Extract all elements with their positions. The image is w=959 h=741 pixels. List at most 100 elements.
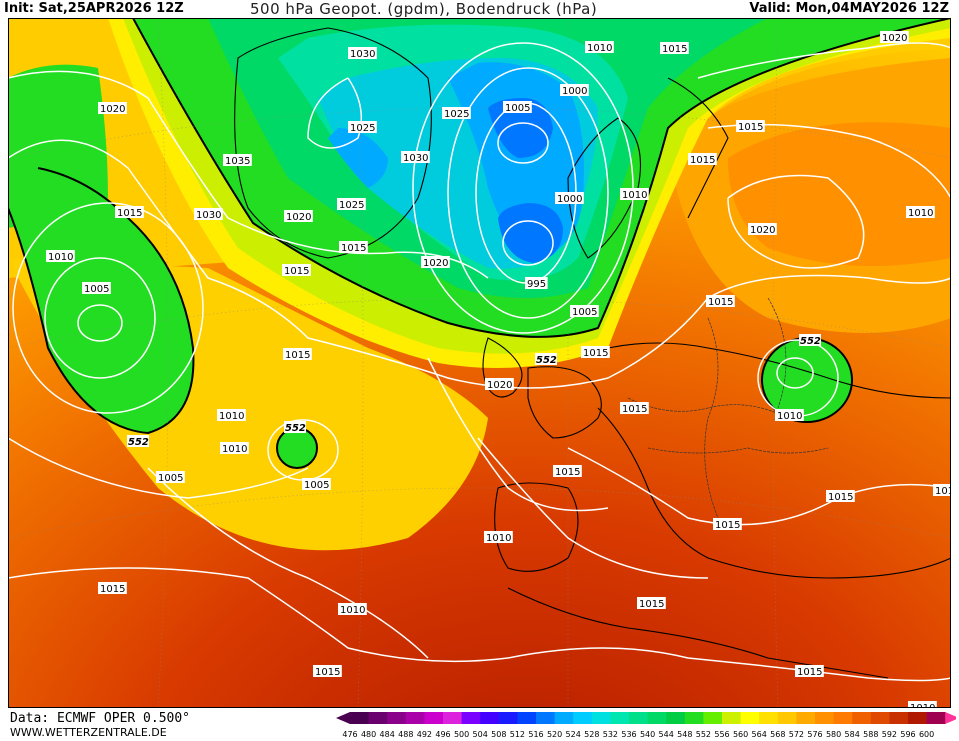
- isobar-label: 1020: [423, 258, 448, 269]
- legend-tick-label: 508: [491, 730, 506, 739]
- geopotential-label: 552: [128, 437, 149, 448]
- legend-tick-label: 552: [696, 730, 711, 739]
- teal-blob-west: [328, 128, 388, 188]
- legend-ticks: 476 480 484 488 492 496 500 504 508 512 516 520 524 5…: [342, 730, 934, 739]
- country-borders: [627, 297, 829, 519]
- geopotential-label-box: [799, 334, 821, 346]
- legend-swatch: [350, 712, 370, 724]
- geopotential-labels: 552 552 552 552: [127, 334, 821, 448]
- isobar-label: 1030: [350, 49, 375, 60]
- isobar-label-box: [933, 484, 951, 496]
- legend-swatch: [889, 712, 909, 724]
- isobar-label-box: [570, 305, 599, 317]
- isobar-label: 1025: [350, 123, 375, 134]
- isobar-label-box: [46, 250, 75, 262]
- isobar-label-box: [908, 701, 937, 708]
- legend-tick-label: 488: [398, 730, 413, 739]
- isobar-label: 1020: [882, 33, 907, 44]
- isobar-label: 1010: [219, 411, 244, 422]
- isobar-label: 1000: [562, 86, 587, 97]
- isobar-label-box: [736, 120, 765, 132]
- geopotential-label-box: [284, 421, 306, 433]
- isobar-label-box: [156, 471, 185, 483]
- isobar-label-box: [348, 47, 377, 59]
- isobar-label: 1010: [587, 43, 612, 54]
- isobar-label-box: [637, 597, 666, 609]
- isobar-label-box: [115, 206, 144, 218]
- isobar-label-box: [880, 31, 909, 43]
- isobar-label: 1015: [797, 667, 822, 678]
- legend-tick-label: 532: [603, 730, 618, 739]
- legend-swatch: [573, 712, 593, 724]
- legend-swatch: [387, 712, 407, 724]
- isobar-label-box: [223, 154, 252, 166]
- map-footer: Data: ECMWF OPER 0.500° WWW.WETTERZENTRA…: [10, 712, 190, 740]
- data-source: Data: ECMWF OPER 0.500°: [10, 711, 191, 726]
- isobar-label-box: [220, 442, 249, 454]
- legend-tick-label: 584: [845, 730, 860, 739]
- geopotential-contour-552: [132, 18, 951, 338]
- map-title: 500 hPa Geopot. (gpdm), Bodendruck (hPa): [250, 0, 598, 18]
- isobar-label: 1020: [487, 380, 512, 391]
- isobar-label: 1025: [339, 200, 364, 211]
- legend-tick-label: 568: [770, 730, 785, 739]
- isobar-label-box: [581, 346, 610, 358]
- isobar-label: 1015: [639, 599, 664, 610]
- geopotential-label: 552: [800, 336, 821, 347]
- legend-swatch: [777, 712, 797, 724]
- isobar-label: 1030: [196, 210, 221, 221]
- legend-tick-label: 528: [584, 730, 599, 739]
- legend-tick-label: 512: [510, 730, 525, 739]
- isobar-label: 1015: [662, 44, 687, 55]
- map-header: Init: Sat,25APR2026 12Z 500 hPa Geopot. …: [0, 0, 959, 18]
- weather-map: 1030 1010 1015 1020 1020 1025 1005 1000 1025 1015…: [8, 18, 951, 708]
- legend-swatch: [629, 712, 649, 724]
- legend-tick-label: 480: [361, 730, 376, 739]
- isobar-label-box: [98, 102, 127, 114]
- isobar-label-box: [217, 409, 246, 421]
- isobar-label: 1010: [48, 252, 73, 263]
- isobar-label-box: [401, 151, 430, 163]
- legend-swatches: [336, 712, 956, 724]
- isobar-label: 1000: [557, 194, 582, 205]
- isobar-label: 1015: [555, 467, 580, 478]
- west-cutoff-low-top: [8, 64, 108, 229]
- legend-swatch: [554, 712, 574, 724]
- isobar-label-box: [555, 192, 584, 204]
- isobar-label-box: [339, 241, 368, 253]
- legend-arrow-left: [336, 712, 350, 724]
- isobar-label-box: [302, 478, 331, 490]
- legend-tick-label: 492: [417, 730, 432, 739]
- legend-swatch: [443, 712, 463, 724]
- legend-tick-label: 548: [677, 730, 692, 739]
- legend-arrow-right: [945, 712, 956, 724]
- isobar-label: 1015: [715, 520, 740, 531]
- isobar-label: 1010: [910, 703, 935, 708]
- valid-time: Valid: Mon,04MAY2026 12Z: [749, 1, 949, 16]
- isobar-label: 1005: [84, 284, 109, 295]
- isobar-label-box: [485, 378, 514, 390]
- isobar-label: 1015: [738, 122, 763, 133]
- legend-swatch: [722, 712, 742, 724]
- isobar-label-box: [795, 665, 824, 677]
- legend-tick-label: 588: [863, 730, 878, 739]
- isobar-label: 1015: [117, 208, 142, 219]
- isobar-labels: 1030 1010 1015 1020 1020 1025 1005 1000 1025 1015…: [46, 31, 951, 708]
- legend-swatch: [647, 712, 667, 724]
- color-legend: 476 480 484 488 492 496 500 504 508 512 516 520 524 5…: [336, 712, 956, 739]
- isobar-label: 1010: [777, 411, 802, 422]
- legend-swatch: [833, 712, 853, 724]
- legend-swatch: [536, 712, 556, 724]
- isobar-label-box: [338, 603, 367, 615]
- isobar-label-box: [525, 277, 548, 289]
- isobar-label-box: [98, 582, 127, 594]
- legend-tick-label: 600: [919, 730, 934, 739]
- map-frame: [8, 18, 951, 708]
- legend-swatch: [852, 712, 872, 724]
- legend-swatch: [908, 712, 928, 724]
- mid-atlantic-low: [277, 428, 317, 468]
- isobar-label: 1015: [285, 350, 310, 361]
- legend-swatch: [740, 712, 760, 724]
- isobar-label: 1005: [505, 103, 530, 114]
- legend-tick-label: 540: [640, 730, 655, 739]
